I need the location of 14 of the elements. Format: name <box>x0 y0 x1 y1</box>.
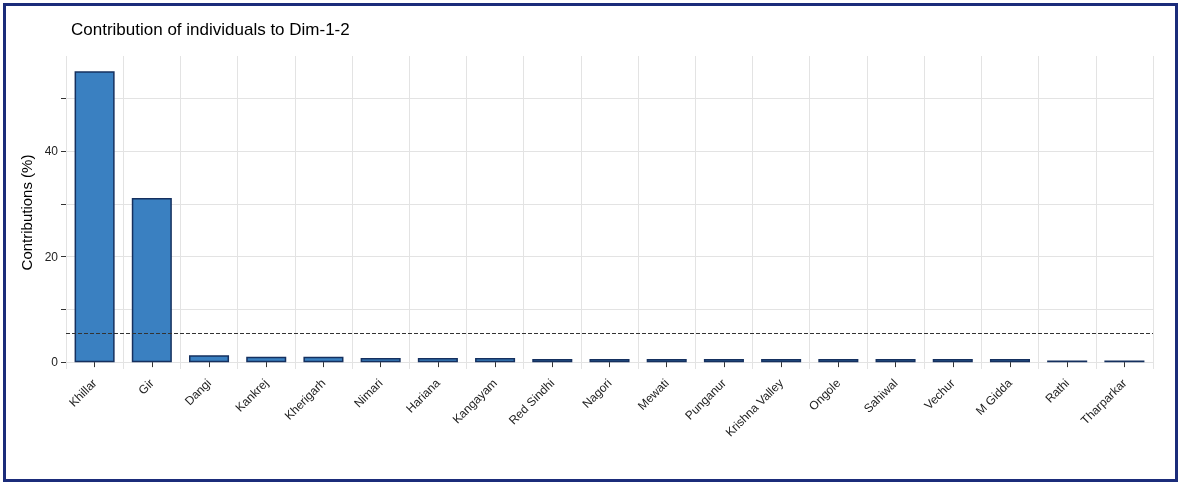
y-tick-label: 40 <box>44 144 59 159</box>
bar <box>417 357 458 363</box>
x-tick-label: Gir <box>135 376 157 398</box>
bar <box>131 197 172 363</box>
bar <box>475 357 516 363</box>
bar <box>74 71 115 363</box>
y-tick-label: 0 <box>51 355 59 370</box>
bar <box>303 356 344 363</box>
bar <box>189 355 230 363</box>
bar <box>360 357 401 363</box>
bar <box>246 356 287 363</box>
y-axis-title: Contributions (%) <box>17 154 35 271</box>
y-tick-label: 20 <box>44 249 59 264</box>
chart-title: Contribution of individuals to Dim-1-2 <box>71 20 350 39</box>
